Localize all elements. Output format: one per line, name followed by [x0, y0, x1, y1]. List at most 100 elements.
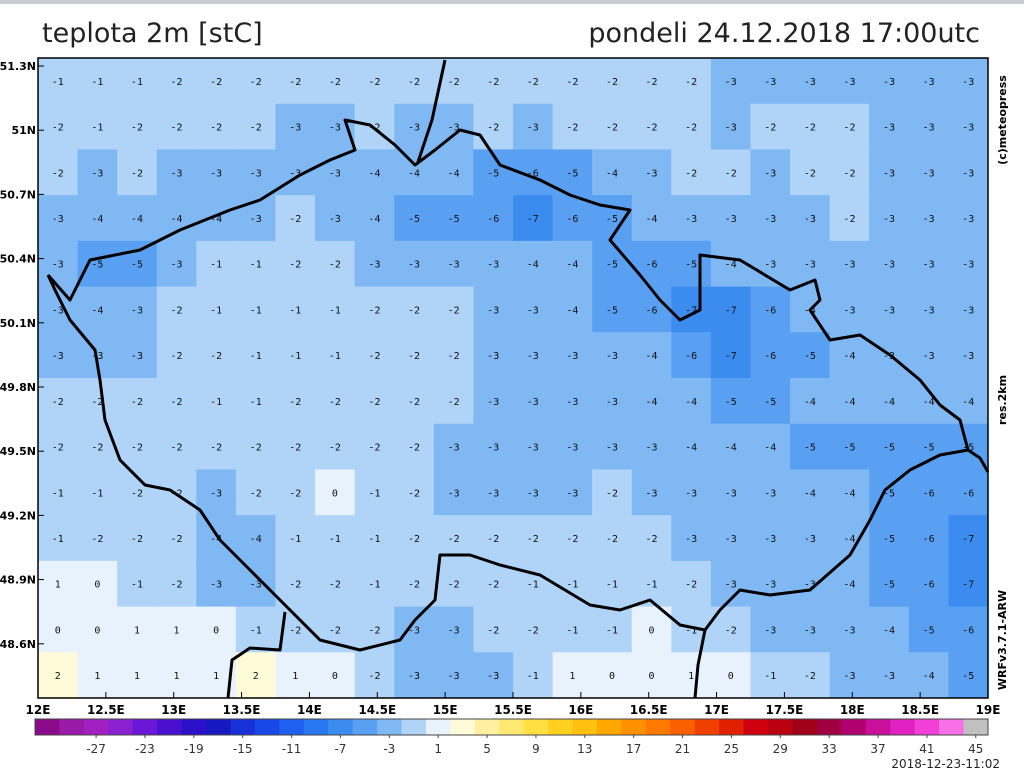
- temp-value: 0: [55, 625, 61, 636]
- temp-cell: [631, 469, 672, 516]
- borders: [46, 59, 990, 699]
- temp-cell: [156, 240, 197, 288]
- temp-value: -2: [646, 77, 658, 88]
- temp-value: -5: [883, 488, 895, 499]
- temp-value: -7: [725, 305, 737, 316]
- temp-cell: [473, 606, 514, 653]
- temp-cell: [552, 240, 593, 288]
- temp-value: -2: [131, 443, 143, 454]
- temp-cell: [275, 423, 316, 470]
- temp-cell: [869, 286, 910, 333]
- colorbar-label: -23: [135, 742, 155, 756]
- temp-cell: [354, 195, 395, 242]
- temp-value: -3: [250, 580, 262, 591]
- temp-cell: [38, 58, 79, 105]
- temp-cell: [275, 149, 316, 196]
- temp-value: -5: [804, 443, 816, 454]
- temp-cell: [433, 149, 474, 196]
- temp-value: -2: [606, 77, 618, 88]
- temp-cell: [631, 195, 672, 242]
- temp-cell: [948, 149, 989, 196]
- temp-value: -2: [606, 123, 618, 134]
- temp-cell: [275, 332, 316, 379]
- temp-cell: [196, 103, 237, 150]
- temp-value: -2: [408, 351, 420, 362]
- temp-value: -3: [448, 443, 460, 454]
- colorbar-swatch: [328, 719, 354, 735]
- temp-cell: [433, 423, 474, 470]
- temp-cell: [275, 515, 316, 562]
- temp-value: -3: [843, 77, 855, 88]
- temp-value: -3: [646, 488, 658, 499]
- temp-cell: [275, 58, 316, 105]
- temp-value: -4: [685, 397, 697, 408]
- side-label: res.2km: [996, 375, 1009, 425]
- temp-cell: [473, 378, 514, 425]
- colorbar-label: 41: [919, 742, 934, 756]
- temp-cell: [38, 103, 79, 150]
- temp-cell: [750, 103, 791, 150]
- temp-cell: [196, 423, 237, 470]
- lat-label: 50.7N: [0, 188, 36, 201]
- temp-cell: [908, 606, 949, 653]
- temp-cell: [750, 560, 791, 608]
- temp-cell: [671, 149, 712, 196]
- colorbar: -27 -23 -19 -15 -11 -7 -3 1 5 9 13 17 21 25 29 33 37 41 45: [34, 718, 989, 756]
- temp-value: -1: [210, 397, 222, 408]
- temp-value: -3: [843, 671, 855, 682]
- temp-value: -6: [923, 488, 935, 499]
- lon-label: 17.5E: [766, 703, 804, 717]
- temp-cell: [592, 103, 633, 150]
- temp-value: -2: [725, 625, 737, 636]
- colorbar-swatch: [865, 719, 891, 735]
- temp-value: -2: [52, 443, 64, 454]
- temp-cell: [552, 195, 593, 242]
- temp-value: -4: [368, 168, 380, 179]
- temp-value: 1: [94, 671, 100, 682]
- temp-value: -4: [725, 260, 737, 271]
- top-strip: [0, 0, 1024, 4]
- temp-cell: [869, 606, 910, 653]
- temp-value: -5: [804, 351, 816, 362]
- temp-value: 1: [292, 671, 298, 682]
- temp-cell: [908, 378, 949, 425]
- temp-cell: [354, 58, 395, 105]
- temp-cell: [592, 240, 633, 288]
- temp-cell: [394, 378, 435, 425]
- temp-value: -6: [527, 168, 539, 179]
- temp-cell: [196, 606, 237, 653]
- temp-cell: [513, 515, 554, 562]
- temp-value: -5: [566, 168, 578, 179]
- temp-value: -3: [646, 168, 658, 179]
- temp-value: -2: [210, 123, 222, 134]
- temp-cell: [869, 378, 910, 425]
- temp-value: -4: [368, 214, 380, 225]
- temp-value: -1: [250, 351, 262, 362]
- temp-cell: [750, 606, 791, 653]
- temp-value: -1: [329, 305, 341, 316]
- temp-cell: [592, 469, 633, 516]
- temp-value: -2: [131, 488, 143, 499]
- temp-value: 0: [213, 625, 219, 636]
- temp-cell: [513, 652, 554, 699]
- temp-value: -2: [527, 625, 539, 636]
- lon-label: 12E: [26, 703, 51, 717]
- created-date: 2018-12-23-11:02: [891, 757, 1000, 771]
- temp-cell: [513, 103, 554, 150]
- lon-label: 18.5E: [901, 703, 939, 717]
- temp-value: -1: [52, 488, 64, 499]
- temp-value: -6: [646, 305, 658, 316]
- temp-cell: [631, 58, 672, 105]
- temp-value: 1: [569, 671, 575, 682]
- temp-value: -1: [368, 534, 380, 545]
- temp-cell: [38, 195, 79, 242]
- temp-value: 2: [253, 671, 259, 682]
- temp-value: -2: [329, 260, 341, 271]
- lon-label: 17E: [704, 703, 729, 717]
- temp-cell: [790, 652, 831, 699]
- temp-value: -2: [91, 397, 103, 408]
- temp-value: -4: [843, 351, 855, 362]
- temp-cell: [710, 286, 751, 333]
- lat-label: 48.9N: [0, 574, 36, 587]
